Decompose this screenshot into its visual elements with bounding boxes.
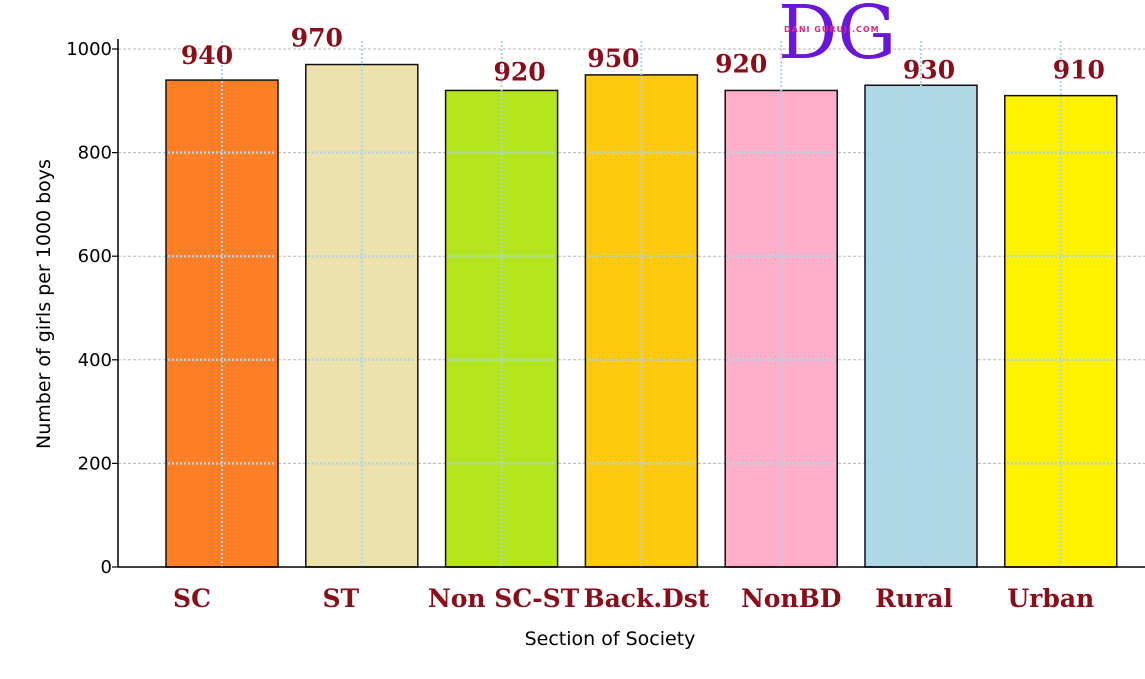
x-tick-label: Back.Dst [583,584,709,613]
bar-layer [165,63,1118,568]
x-tick-label: Non SC-ST [428,584,580,613]
label-layer: 940 SC 970 ST 920 Non SC-ST 950 Back.Dst 920 NonB… [173,24,1105,613]
data-label: 910 [1053,56,1105,85]
watermark-logo: DG DANI GURUJI.COM [778,0,896,76]
watermark-site-text: DANI GURUJI.COM [784,25,880,34]
y-tick-label: 400 [78,350,112,371]
x-tick-label: ST [322,584,359,613]
bar [305,63,419,568]
data-label: 950 [587,44,639,73]
data-label: 920 [494,57,546,86]
x-tick-label: Rural [875,584,953,613]
y-tick-label: 800 [78,143,112,164]
x-tick-label: NonBD [741,584,842,613]
data-label: 920 [715,49,767,78]
bar [584,74,699,568]
x-axis-title: Section of Society [525,628,696,650]
data-label: 970 [291,24,343,53]
data-label: 940 [181,41,233,70]
y-tick-label: 600 [78,246,112,267]
y-axis-title: Number of girls per 1000 boys [33,159,55,449]
data-label: 930 [903,55,955,84]
watermark-letters: DG [778,0,896,76]
y-tick-label: 1000 [66,39,112,60]
x-tick-label: SC [173,584,211,613]
axis-layer: 0 200 400 600 800 1000 [66,39,1145,578]
y-tick-label: 0 [101,557,112,578]
x-tick-label: Urban [1007,584,1094,613]
y-tick-label: 200 [78,453,112,474]
